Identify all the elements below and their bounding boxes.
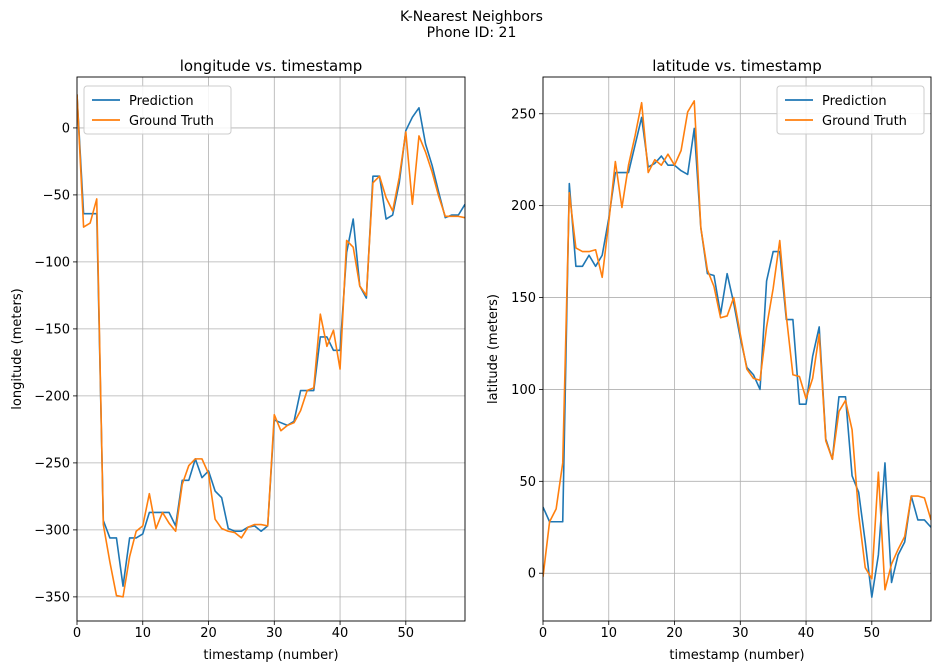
x-tick-label: 0 [73,626,81,641]
series-line-prediction [543,116,931,598]
x-axis-label: timestamp (number) [669,648,804,663]
legend-box [83,85,232,135]
y-tick-label: 250 [511,107,536,122]
y-tick-label: −200 [34,389,70,404]
x-tick-label: 30 [732,626,749,641]
x-axis-label: timestamp (number) [203,648,338,663]
x-tick-label: 0 [539,626,547,641]
y-tick-label: −250 [34,456,70,471]
x-tick-label: 10 [600,626,617,641]
x-tick-label: 30 [266,626,283,641]
y-tick-label: −150 [34,322,70,337]
series-line-ground-truth [543,100,931,591]
legend-label: Prediction [822,94,887,109]
x-tick-label: 20 [200,626,217,641]
figure-title-line1: K-Nearest Neighbors [400,9,543,25]
x-tick-label: 40 [332,626,349,641]
y-tick-label: 0 [62,121,70,136]
figure-title-line2: Phone ID: 21 [426,25,517,41]
x-tick-label: 20 [666,626,683,641]
chart-title: latitude vs. timestamp [652,57,821,75]
legend-box [776,85,925,135]
x-tick-label: 50 [398,626,415,641]
x-tick-label: 40 [798,626,815,641]
series-line-prediction [77,94,465,587]
chart-title: longitude vs. timestamp [180,57,363,75]
y-axis-label: longitude (meters) [10,288,25,409]
y-tick-label: 0 [528,567,536,582]
legend: Prediction Ground Truth [776,85,925,135]
y-tick-label: 100 [511,383,536,398]
legend-label: Ground Truth [822,114,907,129]
y-tick-label: 150 [511,291,536,306]
legend-label: Prediction [129,94,194,109]
y-tick-label: 50 [519,475,536,490]
chart-1: 0 10 20 30 40 50 0 −50 −100 −150 −200 −250 −300 −350 l… [10,57,466,663]
legend: Prediction Ground Truth [83,85,232,135]
x-tick-label: 10 [134,626,151,641]
y-tick-label: −350 [34,590,70,605]
y-tick-label: −300 [34,523,70,538]
axes-frame [76,76,466,622]
x-tick-label: 50 [864,626,881,641]
y-axis-label: latitude (meters) [486,294,501,404]
chart-2: 0 10 20 30 40 50 0 50 100 150 200 250 latitude vs. t… [486,57,932,663]
y-tick-label: −50 [43,188,70,203]
series-line-ground-truth [77,94,465,598]
y-tick-label: 200 [511,199,536,214]
y-tick-label: −100 [34,255,70,270]
axes-frame [542,76,932,622]
legend-label: Ground Truth [129,114,214,129]
